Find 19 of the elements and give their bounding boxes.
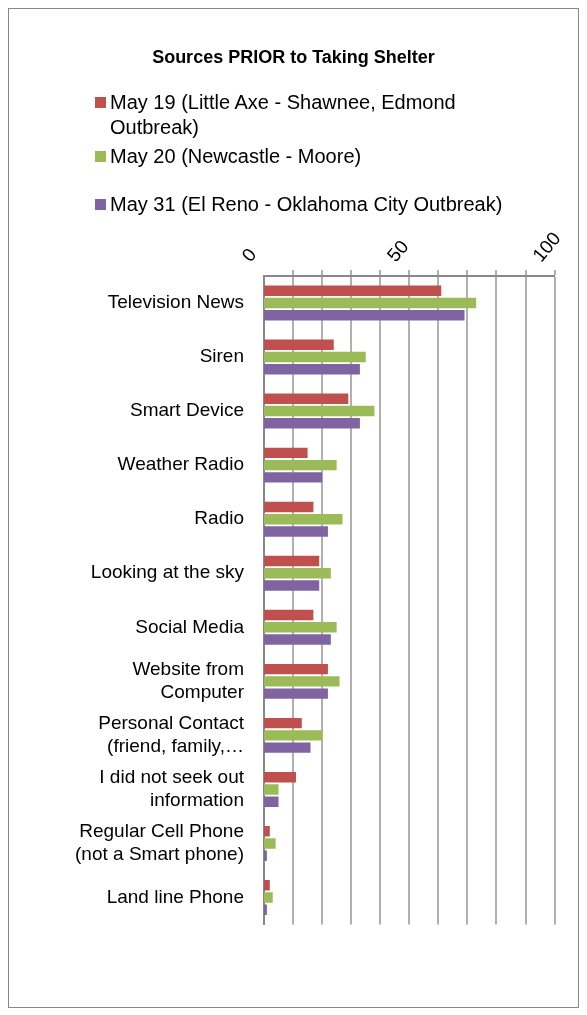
y-tick-label: Land line Phone <box>106 885 244 907</box>
y-tick-label: Television News <box>107 291 244 313</box>
y-tick-label: Radio <box>194 507 244 529</box>
x-tick-label: 0 <box>237 243 261 266</box>
y-tick-label: Looking at the sky <box>90 561 245 583</box>
y-tick-label: Weather Radio <box>117 453 244 475</box>
x-tick-label: 50 <box>382 235 413 266</box>
legend-label: May 20 (Newcastle - Moore) <box>110 144 362 169</box>
legend-label: May 19 (Little Axe - Shawnee, Edmond Outbreak) <box>110 90 457 140</box>
y-tick-label: I did not seek out information <box>99 766 245 811</box>
y-tick-label: Siren <box>199 345 244 367</box>
y-tick-label: Personal Contact (friend, family,… <box>98 712 245 757</box>
x-tick-label: 100 <box>528 227 565 266</box>
y-tick-label: Smart Device <box>129 399 244 421</box>
chart-title: Sources PRIOR to Taking Shelter <box>151 46 436 69</box>
y-tick-label: Social Media <box>135 615 245 637</box>
y-tick-label: Regular Cell Phone (not a Smart phone) <box>75 820 244 865</box>
legend-label: May 31 (El Reno - Oklahoma City Outbreak) <box>110 192 503 217</box>
y-tick-label: Website from Computer <box>132 658 245 702</box>
